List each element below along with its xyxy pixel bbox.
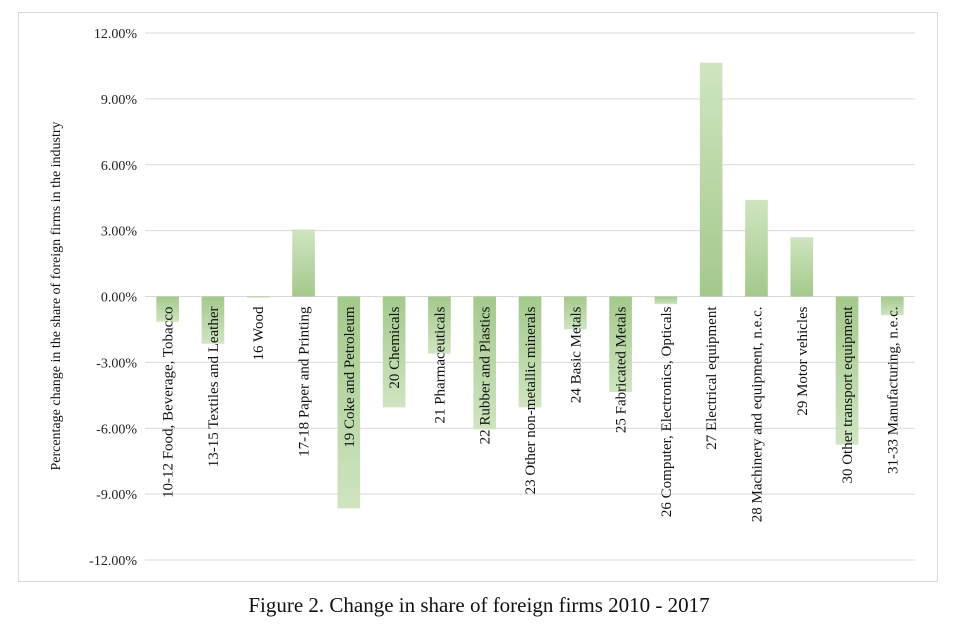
category-label: 17-18 Paper and Printing <box>297 306 313 457</box>
bar <box>382 296 406 408</box>
y-axis-label: Percentage change in the share of foreig… <box>49 121 64 470</box>
category-label: 19 Coke and Petroleum <box>342 306 358 448</box>
bar <box>337 296 361 509</box>
category-label: 10-12 Food, Beverage, Tobacco <box>161 307 177 499</box>
category-label: 16 Wood <box>251 306 267 360</box>
bar-chart: 12.00% 9.00% 6.00% 3.00% 0.00% -3.00% -6.00% -9… <box>49 27 915 569</box>
category-label: 30 Other transport equipment <box>840 306 856 484</box>
bar <box>246 296 270 298</box>
category-label: 26 Computer, Electronics, Opticals <box>659 306 675 517</box>
y-tick-label: -12.00% <box>89 554 137 569</box>
category-label: 28 Machinery and equipment, n.e.c. <box>749 307 765 523</box>
bar <box>518 296 542 408</box>
y-tick-label: -9.00% <box>96 488 137 503</box>
category-label: 23 Other non-metallic minerals <box>523 306 539 494</box>
bar <box>292 229 315 297</box>
y-tick-label: 3.00% <box>101 225 138 240</box>
bar <box>835 296 859 445</box>
bar <box>156 296 179 322</box>
y-tick-label: 12.00% <box>94 27 138 42</box>
bar <box>654 296 678 305</box>
bar <box>790 237 814 297</box>
category-label: 31-33 Manufacturing, n.e.c. <box>885 307 901 474</box>
bar <box>473 296 497 430</box>
bar <box>881 296 904 316</box>
bar <box>563 296 587 330</box>
y-axis-ticks: 12.00% 9.00% 6.00% 3.00% 0.00% -3.00% -6.00% -9… <box>89 27 137 569</box>
bar <box>745 199 768 297</box>
bar <box>609 296 632 393</box>
category-label: 27 Electrical equipment <box>704 306 720 450</box>
y-tick-label: 6.00% <box>101 159 138 174</box>
category-label: 21 Pharmaceuticals <box>432 306 448 423</box>
y-tick-label: -6.00% <box>96 422 137 437</box>
category-labels: 10-12 Food, Beverage, Tobacco 13-15 Texti… <box>161 306 902 523</box>
figure-caption: Figure 2. Change in share of foreign fir… <box>248 593 710 617</box>
category-label: 29 Motor vehicles <box>795 306 811 415</box>
category-label: 24 Basic Metals <box>568 306 584 403</box>
bar <box>201 296 225 344</box>
y-tick-label: 9.00% <box>101 93 138 108</box>
bar <box>428 296 451 354</box>
bars <box>156 62 904 509</box>
bar <box>699 62 723 297</box>
category-label: 13-15 Textiles and Leather <box>206 306 222 467</box>
y-tick-label: 0.00% <box>101 291 138 306</box>
gridlines <box>145 32 915 561</box>
category-label: 22 Rubber and Plastics <box>478 306 494 444</box>
category-label: 20 Chemicals <box>387 306 403 388</box>
y-tick-label: -3.00% <box>96 356 137 371</box>
chart-frame <box>18 12 938 582</box>
category-label: 25 Fabricated Metals <box>614 306 630 433</box>
